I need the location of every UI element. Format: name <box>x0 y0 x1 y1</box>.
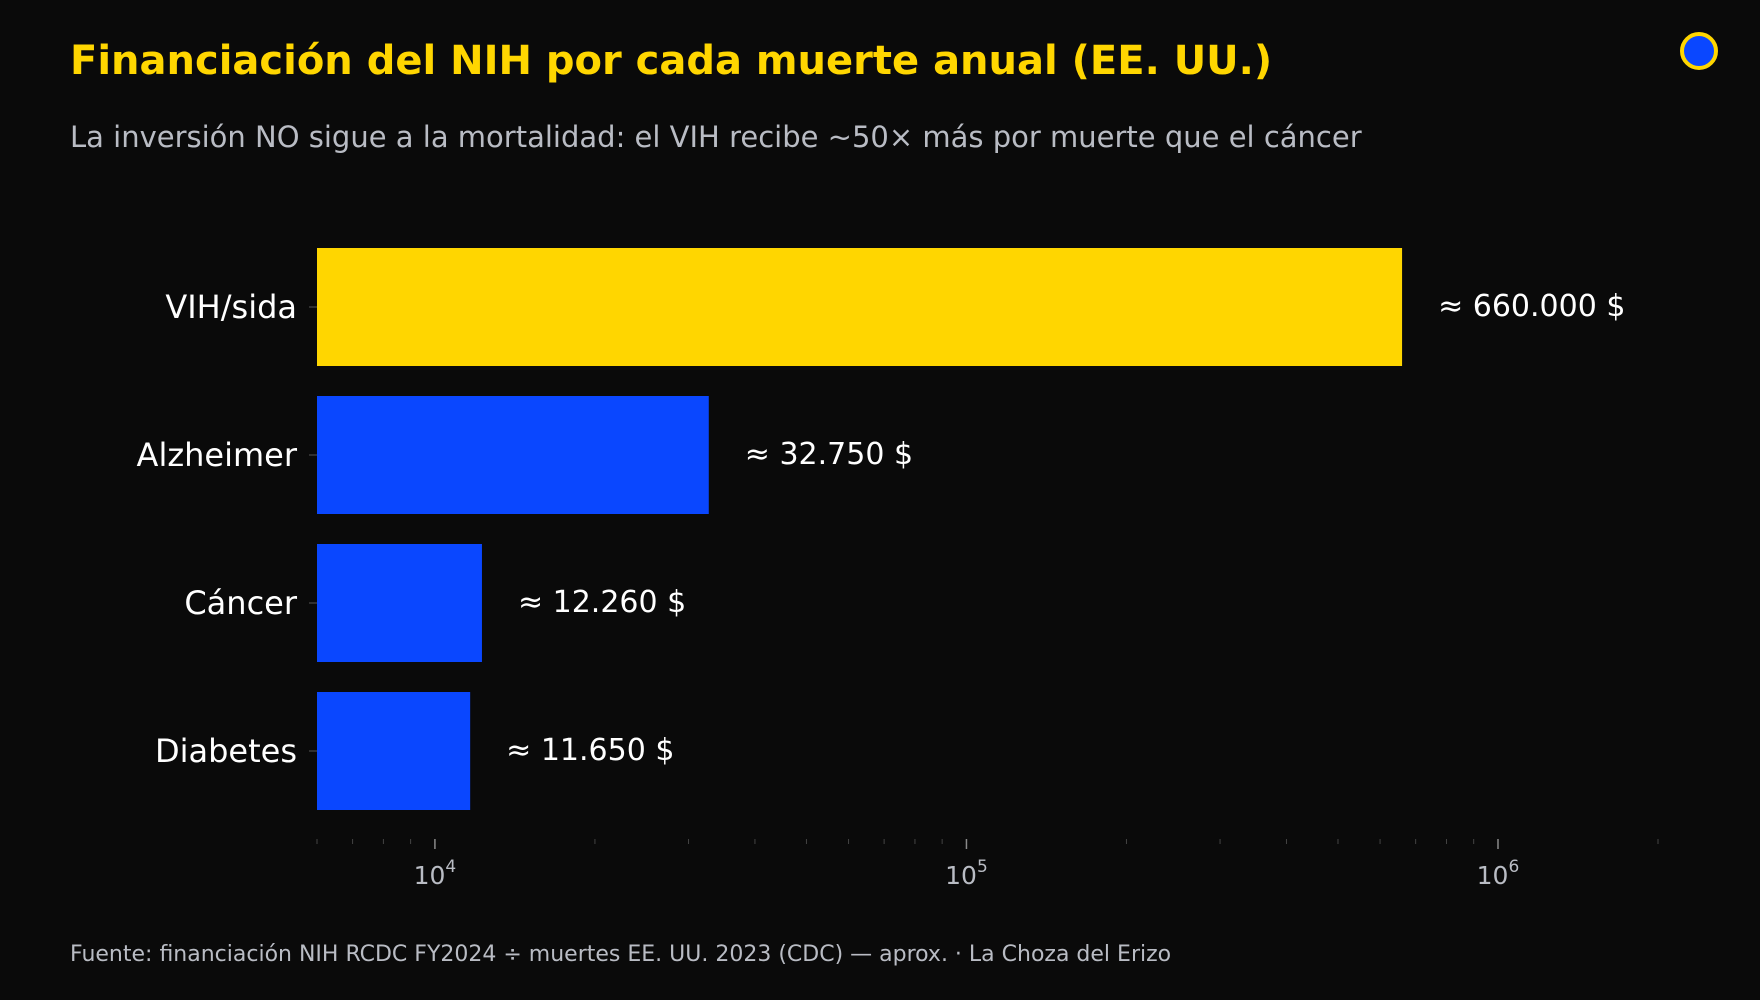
x-tick-exponent: 6 <box>1508 857 1519 877</box>
x-tick-base: 10 <box>1477 861 1509 890</box>
bar-vih-sida <box>317 248 1403 366</box>
chart-subtitle: La inversión NO sigue a la mortalidad: e… <box>70 120 1362 154</box>
bar-alzheimer <box>317 396 709 514</box>
chart-title: Financiación del NIH por cada muerte anu… <box>70 38 1273 84</box>
x-tick-base: 10 <box>945 861 977 890</box>
x-tick-label: 104 <box>414 857 457 890</box>
x-tick-exponent: 4 <box>445 857 456 877</box>
x-tick-exponent: 5 <box>977 857 988 877</box>
y-tick-label-c-ncer: Cáncer <box>184 584 298 622</box>
y-tick-label-alzheimer: Alzheimer <box>137 436 298 474</box>
data-label-alzheimer: ≈ 32.750 $ <box>745 437 913 472</box>
x-tick-label: 105 <box>945 857 988 890</box>
data-label-vih-sida: ≈ 660.000 $ <box>1438 289 1625 324</box>
x-tick-label: 106 <box>1477 857 1520 890</box>
data-label-c-ncer: ≈ 12.260 $ <box>518 585 686 620</box>
x-axis: 104 105 106 <box>316 839 1659 890</box>
x-tick-base: 10 <box>414 861 446 890</box>
bar-c-ncer <box>317 544 482 662</box>
y-tick-label-vih-sida: VIH/sida <box>165 288 297 326</box>
y-tick-label-diabetes: Diabetes <box>155 732 297 770</box>
data-label-diabetes: ≈ 11.650 $ <box>506 733 674 768</box>
brand-logo-icon <box>1680 32 1718 70</box>
bar-diabetes <box>317 692 471 810</box>
bars-layer: VIH/sida ≈ 660.000 $ Alzheimer ≈ 32.750 $ Cá… <box>137 248 1625 810</box>
source-note: Fuente: financiación NIH RCDC FY2024 ÷ m… <box>70 942 1172 967</box>
